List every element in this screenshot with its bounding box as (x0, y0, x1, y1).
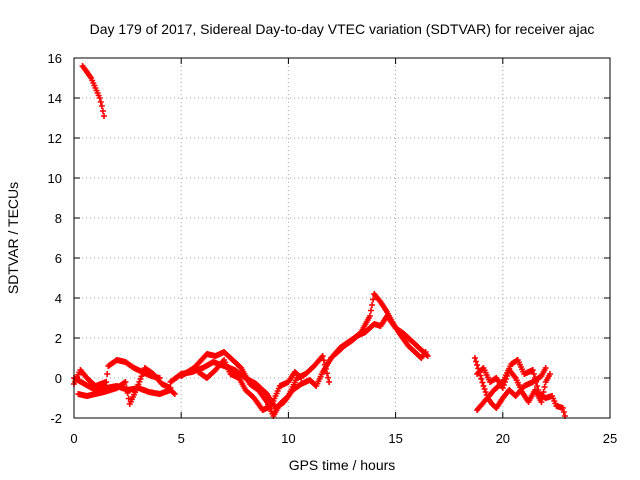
y-tick-label: 4 (55, 291, 62, 306)
data-point (297, 374, 304, 380)
data-point (122, 379, 129, 385)
data-point (96, 95, 103, 101)
chart-title: Day 179 of 2017, Sidereal Day-to-day VTE… (90, 21, 595, 37)
data-point (533, 379, 540, 385)
data-point (479, 379, 486, 386)
data-point (422, 349, 429, 355)
x-tick-label: 20 (496, 431, 510, 446)
data-point (298, 375, 305, 381)
data-point (474, 362, 481, 368)
data-point (560, 409, 567, 415)
data-point (325, 374, 332, 381)
y-tick-label: 2 (55, 331, 62, 346)
data-point (170, 390, 177, 396)
y-tick-label: 12 (48, 131, 62, 146)
data-point (366, 313, 373, 319)
data-point (103, 379, 110, 385)
data-point (98, 103, 105, 109)
data-point (471, 355, 478, 361)
data-point (104, 371, 111, 377)
data-point (481, 386, 488, 392)
data-point (530, 371, 537, 377)
data-point (323, 370, 330, 377)
data-point (424, 353, 431, 359)
data-point (541, 384, 548, 390)
data-point (534, 383, 541, 389)
x-tick-label: 5 (178, 431, 185, 446)
y-tick-label: -2 (50, 411, 62, 426)
data-point (124, 390, 131, 396)
data-point (538, 399, 545, 405)
data-point (480, 383, 487, 389)
plot-border (73, 57, 611, 419)
data-point (367, 307, 374, 314)
y-tick-label: 8 (55, 211, 62, 226)
data-point (499, 385, 506, 391)
grid (74, 58, 610, 418)
data-point (97, 99, 104, 105)
data-point (531, 375, 538, 381)
y-axis-title: SDTVAR / TECUs (5, 182, 21, 294)
data-points (71, 63, 568, 419)
data-point (498, 380, 505, 386)
data-point (473, 358, 479, 365)
data-point (542, 365, 549, 371)
data-point (322, 366, 329, 372)
y-tick-label: 14 (48, 91, 62, 106)
data-point (535, 387, 542, 393)
x-tick-label: 25 (603, 431, 617, 446)
data-point (559, 405, 566, 411)
data-point (321, 361, 328, 368)
data-point (369, 302, 376, 308)
data-point (99, 108, 106, 114)
x-tick-label: 10 (281, 431, 295, 446)
x-tick-label: 0 (70, 431, 77, 446)
data-point (101, 113, 108, 119)
data-point (326, 379, 333, 385)
data-point (478, 376, 485, 382)
data-point (167, 385, 174, 391)
x-axis-title: GPS time / hours (289, 457, 396, 473)
y-tick-label: 0 (55, 371, 62, 386)
y-tick-label: 16 (48, 51, 62, 66)
data-point (125, 395, 132, 402)
data-point (482, 389, 489, 395)
data-point (370, 296, 377, 303)
data-point (319, 353, 326, 359)
data-point (171, 391, 178, 397)
data-point (123, 384, 130, 391)
data-point (284, 394, 291, 400)
data-point (546, 371, 553, 377)
y-tick-label: 6 (55, 251, 62, 266)
data-point (529, 367, 536, 373)
y-tick-label: 10 (48, 171, 62, 186)
data-point (320, 357, 327, 364)
x-tick-label: 15 (388, 431, 402, 446)
